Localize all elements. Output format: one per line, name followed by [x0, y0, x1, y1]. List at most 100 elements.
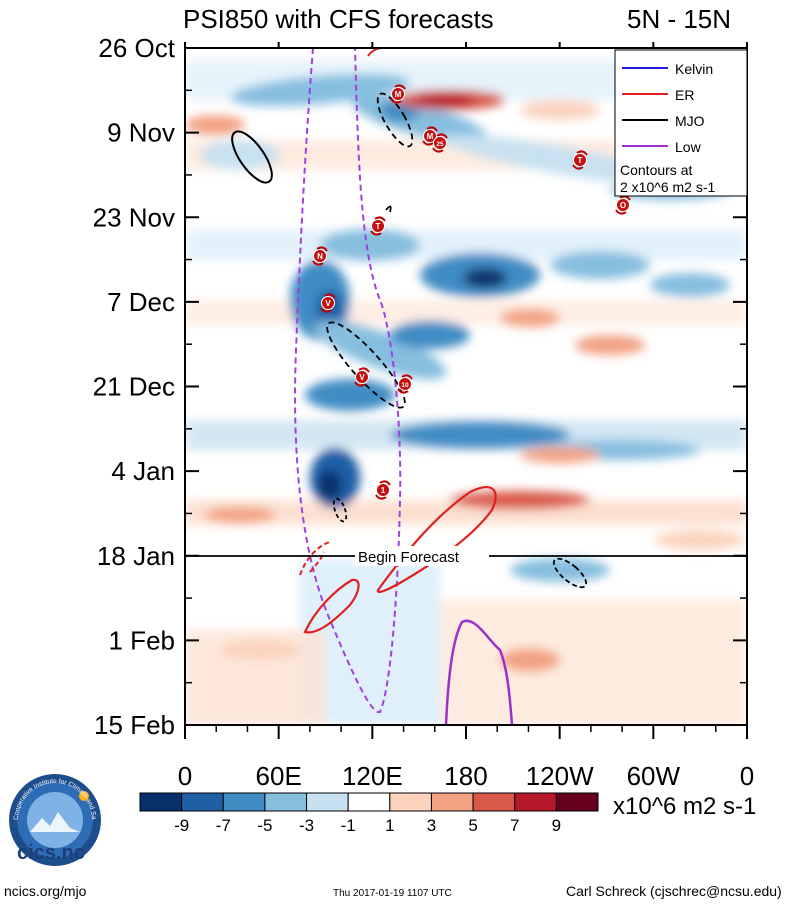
y-tick-label: 26 Oct: [98, 33, 175, 63]
x-tick-label: 60E: [256, 761, 302, 791]
storm-marker: 10: [397, 374, 413, 394]
colorbar-tick-label: -5: [257, 816, 272, 835]
colorbar-tick-label: -7: [216, 816, 231, 835]
storm-marker: 1: [375, 480, 391, 500]
cics-logo: Cooperative Institute for Climate and Sa…: [0, 0, 101, 866]
er-contour-dashed: [299, 541, 331, 576]
storm-marker: M: [390, 84, 406, 104]
field-blob: [550, 251, 650, 279]
colorbar: -9 -7 -5 -3 -1 1 3 5 7 9: [139, 792, 599, 835]
x-tick-label: 0: [740, 761, 754, 791]
field-band: [440, 600, 747, 725]
y-tick-label: 23 Nov: [93, 202, 175, 232]
x-tick-label: 120W: [526, 761, 594, 791]
field-blob: [500, 309, 560, 327]
mjo-contour: [231, 130, 273, 184]
x-tick-label: 0: [178, 761, 192, 791]
colorbar-swatch: [472, 792, 516, 812]
storm-marker: 25: [432, 133, 448, 153]
field-blob: [463, 268, 507, 288]
storm-marker: N: [312, 246, 328, 266]
field-blob: [415, 94, 475, 106]
storm-marker: V: [354, 367, 370, 387]
footer-author: Carl Schreck (cjschrec@ncsu.edu): [566, 883, 782, 899]
mjo-contour: [385, 205, 392, 213]
storm-marker: M: [422, 126, 438, 146]
y-axis: 26 Oct 9 Nov 23 Nov 7 Dec 21 Dec 4 Jan 18 Jan 1…: [93, 33, 747, 740]
y-tick-label: 21 Dec: [93, 372, 175, 402]
region-label: 5N - 15N: [627, 4, 731, 34]
mjo-contour-dashed: [332, 497, 348, 523]
er-contour: [376, 486, 497, 594]
storm-marker-label: M: [427, 132, 434, 141]
field-blob: [510, 558, 610, 582]
low-contour-dashed: [294, 48, 402, 714]
colorbar-units: x10^6 m2 s-1: [613, 793, 757, 820]
field-blob: [520, 447, 600, 463]
colorbar-swatch: [181, 792, 224, 812]
colorbar-tick-label: 7: [510, 816, 519, 835]
footer-website[interactable]: ncics.org/mjo: [4, 883, 87, 899]
field-blob: [200, 140, 280, 170]
storm-marker-label: V: [359, 373, 365, 382]
field-blob: [318, 470, 342, 500]
colorbar-swatch: [139, 792, 183, 812]
storm-marker-label: V: [325, 299, 331, 308]
y-tick-label: 15 Feb: [94, 710, 175, 740]
colorbar-swatch: [389, 792, 432, 812]
colorbar-tick-label: 5: [468, 816, 477, 835]
colorbar-swatch: [306, 792, 349, 812]
x-tick-label: 120E: [342, 761, 403, 791]
footer-timestamp: Thu 2017-01-19 1107 UTC: [333, 888, 452, 899]
legend-label-er: ER: [675, 87, 694, 103]
colorbar-swatch: [555, 792, 599, 812]
begin-forecast-label: Begin Forecast: [358, 549, 460, 566]
logo-ring-text: Cooperative Institute for Climate and Sa…: [0, 0, 97, 820]
storm-marker-label: 10: [401, 382, 409, 389]
svg-text:Cooperative Institute for Clim: Cooperative Institute for Climate and Sa…: [0, 0, 97, 820]
field-band: [185, 300, 747, 325]
storm-marker-label: 1: [381, 486, 386, 495]
storm-marker: O: [615, 195, 631, 215]
field-blob: [655, 530, 745, 550]
field-blob: [313, 320, 447, 380]
storm-marker-label: 25: [436, 141, 444, 148]
legend-label-kelvin: Kelvin: [675, 61, 713, 77]
y-tick-label: 1 Feb: [109, 625, 176, 655]
field-blob: [390, 421, 570, 449]
er-contour: [303, 578, 360, 634]
field-blob: [650, 273, 730, 297]
colorbar-tick-label: 3: [427, 816, 436, 835]
storm-marker-label: N: [317, 252, 323, 261]
storm-marker: T: [370, 216, 386, 236]
begin-forecast-label-bg: [355, 546, 489, 566]
colorbar-swatch: [264, 792, 308, 812]
field-blob: [520, 100, 600, 120]
y-tick-label: 9 Nov: [107, 118, 175, 148]
legend-contour-note: Contours at: [620, 162, 692, 178]
field-blob: [500, 648, 560, 672]
colorbar-tick-label: 9: [552, 816, 561, 835]
storm-marker-label: T: [376, 222, 381, 231]
field-blob: [320, 229, 420, 261]
mjo-contour-dashed: [552, 557, 588, 589]
colorbar-tick-label: -1: [341, 816, 356, 835]
storm-marker-label: T: [578, 156, 583, 165]
legend-label-mjo: MJO: [675, 113, 705, 129]
colorbar-swatch: [430, 792, 474, 812]
x-tick-label: 180: [444, 761, 487, 791]
colorbar-swatch: [514, 792, 557, 812]
legend: Kelvin ER MJO Low Contours at 2 x10^6 m2…: [614, 49, 748, 197]
field-blob: [185, 115, 245, 135]
storm-marker: T: [572, 150, 588, 170]
mjo-contour-dashed: [376, 92, 414, 148]
field-blob: [390, 321, 470, 349]
field-blob: [450, 491, 590, 509]
storm-marker: V: [320, 293, 336, 313]
storm-marker-label: M: [395, 90, 402, 99]
colorbar-tick-label: 1: [385, 816, 394, 835]
low-contour-solid: [444, 619, 514, 725]
field-blob: [305, 379, 395, 411]
